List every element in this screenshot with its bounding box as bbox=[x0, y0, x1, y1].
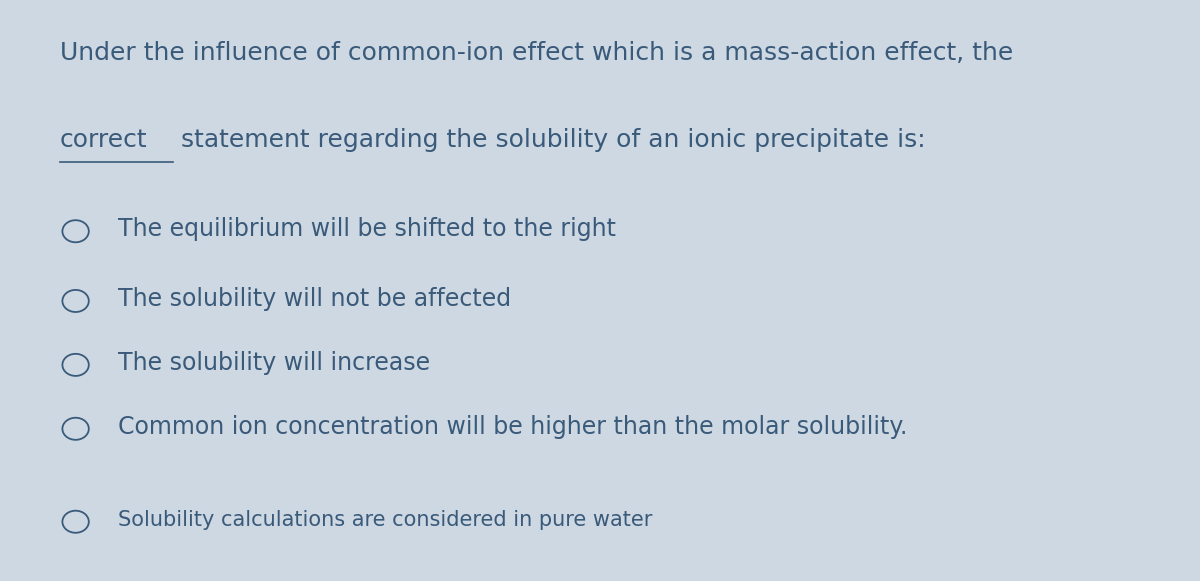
Text: Solubility calculations are considered in pure water: Solubility calculations are considered i… bbox=[118, 510, 652, 530]
Text: The solubility will increase: The solubility will increase bbox=[118, 351, 430, 375]
Text: The equilibrium will be shifted to the right: The equilibrium will be shifted to the r… bbox=[118, 217, 616, 242]
Text: statement regarding the solubility of an ionic precipitate is:: statement regarding the solubility of an… bbox=[173, 128, 925, 152]
Text: Under the influence of common-ion effect which is a mass-action effect, the: Under the influence of common-ion effect… bbox=[60, 41, 1013, 64]
Text: Common ion concentration will be higher than the molar solubility.: Common ion concentration will be higher … bbox=[118, 415, 907, 439]
Text: The solubility will not be affected: The solubility will not be affected bbox=[118, 287, 511, 311]
Text: correct: correct bbox=[60, 128, 148, 152]
